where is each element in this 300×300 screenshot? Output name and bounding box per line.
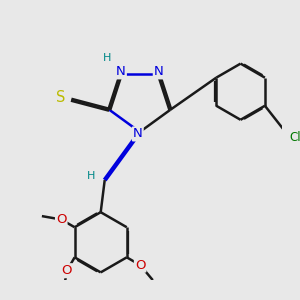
Text: Cl: Cl: [289, 131, 300, 144]
Text: H: H: [86, 171, 95, 181]
Text: N: N: [154, 65, 164, 78]
Text: O: O: [135, 259, 146, 272]
Text: O: O: [56, 213, 67, 226]
Text: H: H: [103, 53, 111, 63]
Text: O: O: [62, 264, 72, 277]
Text: N: N: [133, 128, 143, 140]
Text: S: S: [56, 90, 66, 105]
Text: N: N: [116, 65, 126, 78]
